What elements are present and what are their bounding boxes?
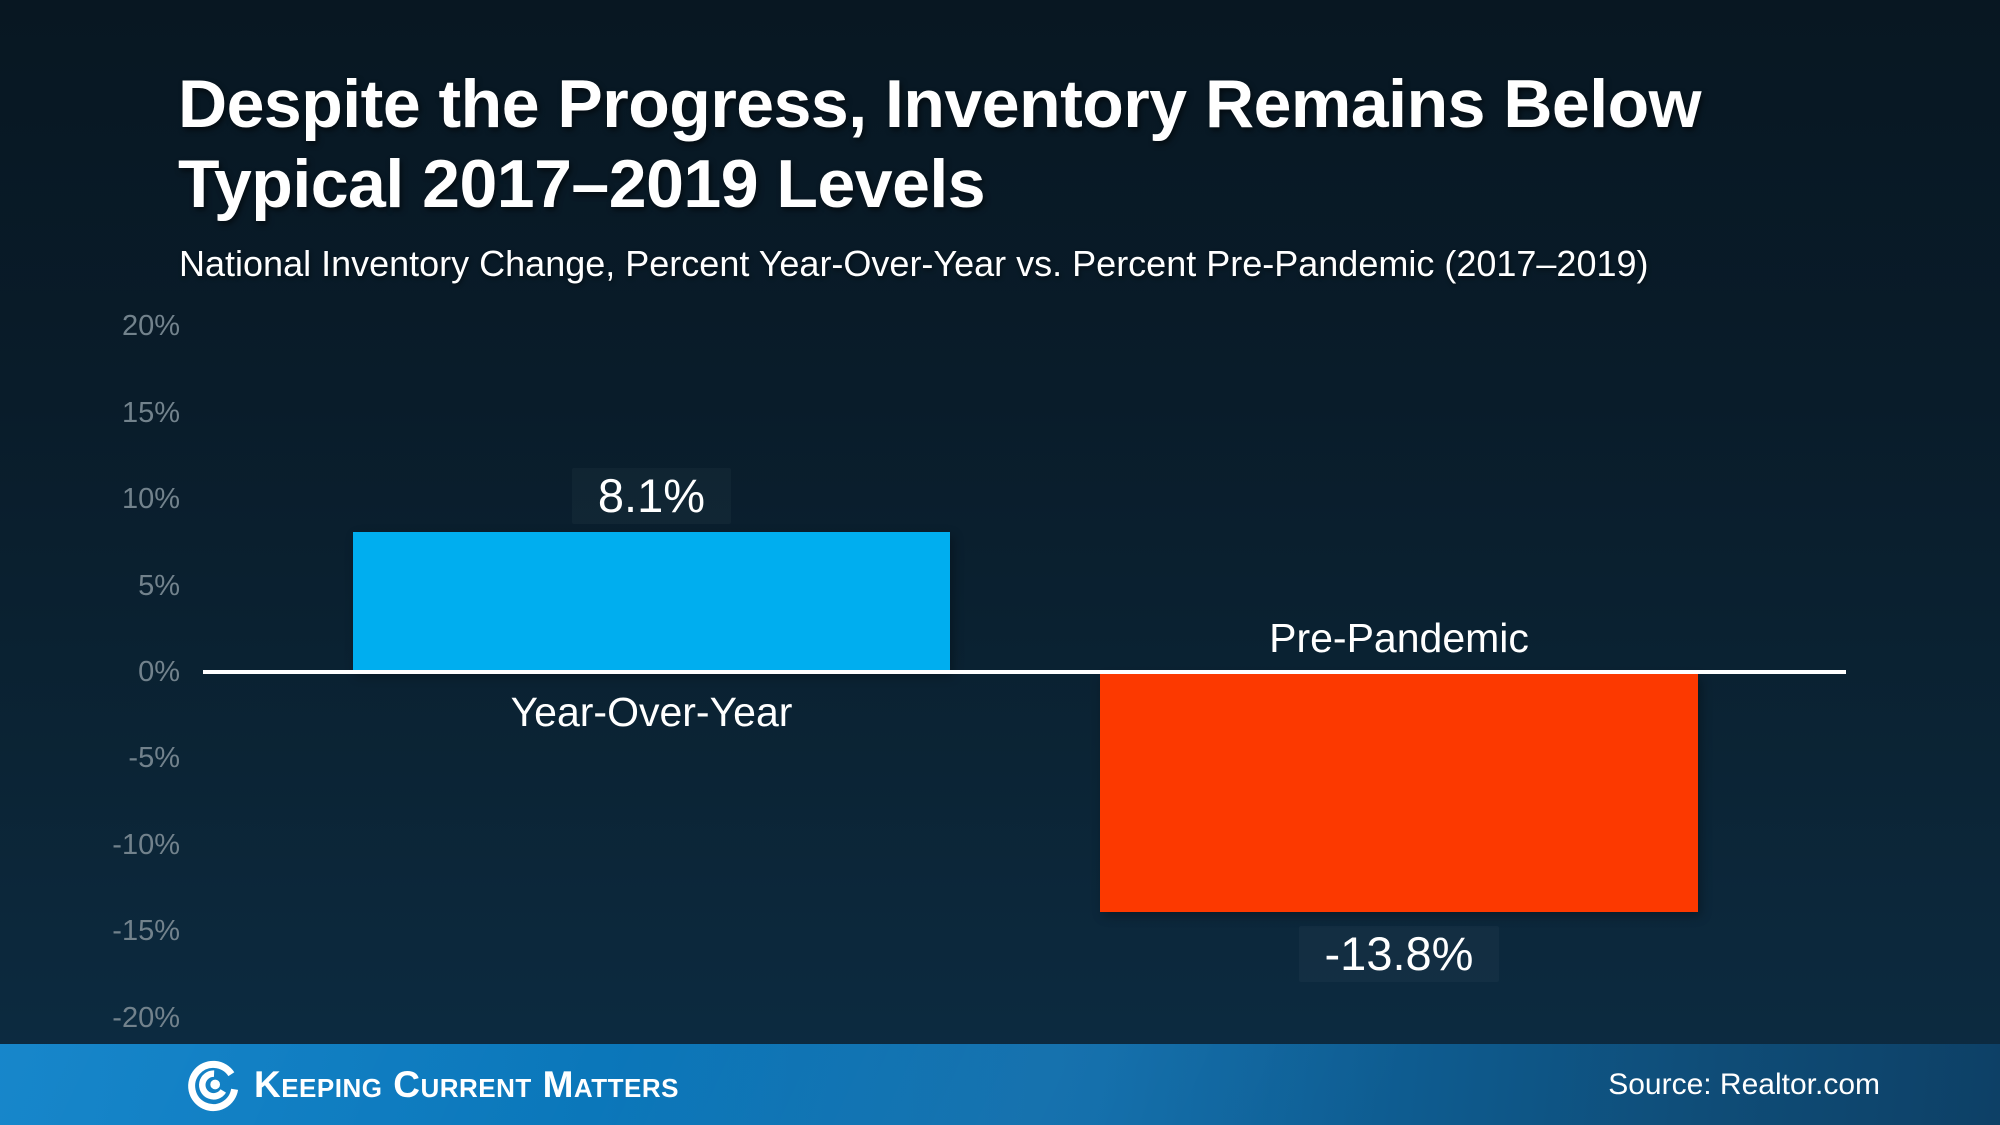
y-axis-label-20%: 20% [121,310,180,343]
footer-bar: Keeping Current Matters Source: Realtor.… [0,1044,2000,1125]
source-text: Source: Realtor.com [1608,1067,1880,1101]
chart-title-line2: Typical 2017–2019 Levels [178,146,986,222]
bar-category-label: Pre-Pandemic [1269,615,1529,661]
bar-value-label: -13.8% [1100,926,1698,982]
y-axis-label-15%: 15% [121,396,180,429]
brand-name: Keeping Current Matters [254,1063,679,1105]
kcm-swirl-icon [188,1060,239,1111]
y-axis-label-5%: 5% [138,569,180,602]
bar-value-label: 8.1% [353,468,950,524]
chart-title-line1: Despite the Progress, Inventory Remains … [178,66,1702,142]
bar-year-over-year [353,532,950,672]
y-axis-label--10%: -10% [112,828,180,861]
y-axis-label--20%: -20% [112,1001,180,1034]
zero-axis-line [203,670,1846,674]
y-axis-label--5%: -5% [128,742,180,775]
chart-title: Despite the Progress, Inventory Remains … [178,64,1858,224]
bar-category-label: Year-Over-Year [510,689,793,735]
y-axis-label--15%: -15% [112,915,180,948]
y-axis-label-0%: 0% [138,656,180,688]
bar-pre-pandemic [1100,674,1698,912]
brand-lockup: Keeping Current Matters [186,1044,679,1125]
chart-subtitle: National Inventory Change, Percent Year-… [179,243,1649,284]
y-axis-label-10%: 10% [121,483,180,516]
